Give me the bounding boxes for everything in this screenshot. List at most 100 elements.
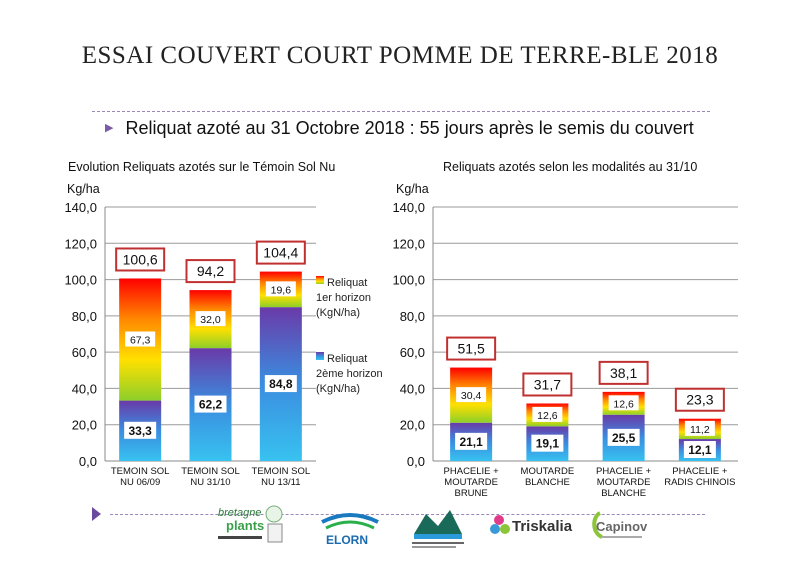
value-label-bg xyxy=(125,331,156,347)
value-label-bg xyxy=(455,432,488,450)
y-tick-label: 0,0 xyxy=(407,454,425,469)
triskalia-text: Triskalia xyxy=(512,518,573,535)
value-label-bg xyxy=(531,434,564,452)
x-tick-label: MOUTARDE xyxy=(444,477,498,488)
legend-swatch-bottom xyxy=(316,352,324,360)
value-label-bottom: 12,1 xyxy=(688,443,712,457)
value-label-top: 11,2 xyxy=(690,424,710,436)
value-label-bg xyxy=(532,406,563,422)
y-tick-label: 140,0 xyxy=(64,200,97,215)
y-tick-label: 40,0 xyxy=(400,381,425,396)
triskalia-logo: Triskalia xyxy=(490,510,578,540)
bretagne-plants-logo: bretagne plants xyxy=(212,500,292,550)
value-label-top: 19,6 xyxy=(271,284,292,296)
nav-arrow-icon[interactable] xyxy=(92,507,101,521)
x-tick-label: BRUNE xyxy=(454,488,487,499)
chart1-title: Evolution Reliquats azotés sur le Témoin… xyxy=(68,160,336,174)
subtitle-row: ▶ Reliquat azoté au 31 Octobre 2018 : 55 … xyxy=(105,118,694,139)
value-label-bg xyxy=(195,311,226,327)
total-box xyxy=(446,336,497,361)
x-tick-label: PHACELIE + xyxy=(444,466,500,477)
chart1-ylabel: Kg/ha xyxy=(67,182,100,196)
value-label-bg xyxy=(194,395,227,413)
y-tick-label: 20,0 xyxy=(400,418,425,433)
legend-swatch-top xyxy=(316,276,324,284)
syndicat-elorn-logo xyxy=(408,504,468,550)
elorn-text: ELORN xyxy=(326,533,368,547)
value-label-bottom: 19,1 xyxy=(536,437,560,451)
y-tick-label: 140,0 xyxy=(392,200,425,215)
y-tick-label: 100,0 xyxy=(392,273,425,288)
x-tick-label: MOUTARDE xyxy=(521,466,575,477)
x-tick-label: RADIS CHINOIS xyxy=(664,477,735,488)
total-box xyxy=(115,247,166,272)
value-label-top: 32,0 xyxy=(200,314,221,326)
legend-item-top: Reliquat 1er horizon (KgN/ha) xyxy=(316,276,386,321)
legend-label-top: Reliquat 1er horizon (KgN/ha) xyxy=(316,277,372,319)
bullet-arrow-icon: ▶ xyxy=(105,122,114,134)
y-tick-label: 20,0 xyxy=(72,418,97,433)
total-label: 94,2 xyxy=(197,263,224,279)
x-tick-label: TEMOIN SOL xyxy=(252,466,311,477)
legend-item-bottom: Reliquat 2ème horizon (KgN/ha) xyxy=(316,352,386,397)
total-label: 100,6 xyxy=(123,251,158,267)
total-box xyxy=(674,387,725,412)
value-label-bg xyxy=(264,375,297,393)
elorn-logo: ELORN xyxy=(318,510,383,552)
title-divider xyxy=(92,111,710,112)
total-box xyxy=(522,372,573,397)
chart1-plot: 0,0 20,0 40,0 60,0 80,0 100,0 120,0 140,0 33,3 67… xyxy=(64,200,316,488)
value-label-bg xyxy=(608,395,639,411)
value-label-bg xyxy=(683,441,716,459)
total-label: 51,5 xyxy=(458,341,485,357)
value-label-bottom: 33,3 xyxy=(128,424,152,438)
x-tick-label: TEMOIN SOL xyxy=(111,466,170,477)
total-label: 38,1 xyxy=(610,365,637,381)
total-box xyxy=(598,360,649,385)
footer-divider xyxy=(110,514,705,515)
capinov-logo: Capinov xyxy=(590,507,660,545)
value-label-bg xyxy=(607,428,640,446)
x-tick-label: BLANCHE xyxy=(525,477,570,488)
x-tick-label: PHACELIE + xyxy=(672,466,728,477)
x-tick-label: TEMOIN SOL xyxy=(181,466,240,477)
value-label-bg xyxy=(124,421,157,439)
value-label-bg xyxy=(456,387,487,403)
total-box xyxy=(255,240,306,265)
y-tick-label: 100,0 xyxy=(64,273,97,288)
bretagne-plants-text-1: bretagne xyxy=(218,507,261,519)
x-tick-label: MOUTARDE xyxy=(597,477,651,488)
total-box xyxy=(185,259,236,284)
y-tick-label: 40,0 xyxy=(72,381,97,396)
y-tick-label: 120,0 xyxy=(64,236,97,251)
y-tick-label: 80,0 xyxy=(400,309,425,324)
x-tick-label: NU 06/09 xyxy=(120,477,160,488)
y-tick-label: 80,0 xyxy=(72,309,97,324)
legend-label-bottom: Reliquat 2ème horizon (KgN/ha) xyxy=(316,353,383,395)
y-tick-label: 120,0 xyxy=(392,236,425,251)
subtitle: Reliquat azoté au 31 Octobre 2018 : 55 j… xyxy=(125,118,694,138)
value-label-bg xyxy=(265,281,296,297)
value-label-top: 67,3 xyxy=(130,335,151,347)
value-label-bottom: 62,2 xyxy=(199,398,223,412)
capinov-text: Capinov xyxy=(596,519,648,534)
value-label-bottom: 21,1 xyxy=(459,435,483,449)
y-tick-label: 0,0 xyxy=(79,454,97,469)
y-tick-label: 60,0 xyxy=(72,345,97,360)
total-label: 104,4 xyxy=(263,245,298,261)
total-label: 31,7 xyxy=(534,376,561,392)
value-label-bottom: 25,5 xyxy=(612,431,636,445)
value-label-top: 12,6 xyxy=(613,398,634,410)
value-label-top: 12,6 xyxy=(537,410,558,422)
x-tick-label: NU 13/11 xyxy=(261,477,300,488)
chart2-title: Reliquats azotés selon les modalités au … xyxy=(443,160,698,174)
value-label-bottom: 84,8 xyxy=(269,377,293,391)
y-tick-label: 60,0 xyxy=(400,345,425,360)
x-tick-label: BLANCHE xyxy=(601,488,646,499)
value-label-top: 30,4 xyxy=(461,390,482,402)
chart2-ylabel: Kg/ha xyxy=(396,182,429,196)
slide-title: ESSAI COUVERT COURT POMME DE TERRE-BLE 2… xyxy=(81,42,719,69)
value-label-bg xyxy=(684,420,715,436)
x-tick-label: PHACELIE + xyxy=(596,466,652,477)
